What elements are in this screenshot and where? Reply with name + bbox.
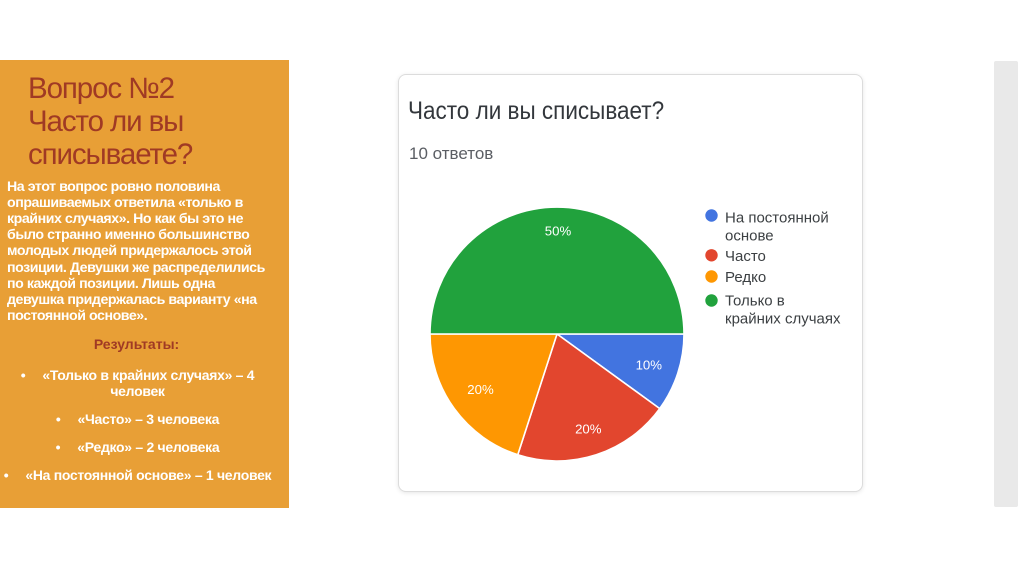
svg-text:крайних случаях: крайних случаях [725, 311, 841, 328]
svg-text:Часто: Часто [725, 248, 766, 265]
svg-text:20%: 20% [575, 422, 602, 437]
svg-text:Редко: Редко [725, 269, 766, 286]
svg-text:50%: 50% [545, 224, 572, 239]
svg-text:20%: 20% [467, 382, 494, 397]
svg-text:10%: 10% [636, 357, 663, 372]
svg-text:На постоянной: На постоянной [725, 209, 829, 226]
svg-text:Только в: Только в [725, 293, 785, 310]
svg-text:основе: основе [725, 227, 774, 244]
